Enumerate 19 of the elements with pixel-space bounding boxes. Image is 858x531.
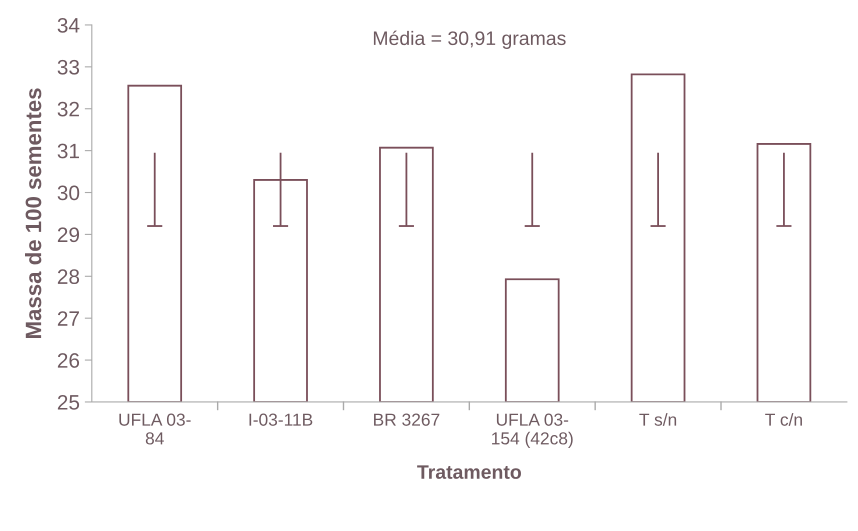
y-tick-label: 29	[58, 227, 80, 242]
y-tick-label: 28	[58, 269, 80, 284]
y-tick-label: 32	[58, 102, 79, 116]
x-tick-label: BR 3267	[374, 414, 440, 426]
annotation: Média = 30,91 gramas	[374, 30, 566, 49]
x-axis-title: Tratamento	[417, 465, 521, 479]
y-tick-label: 33	[58, 60, 80, 75]
y-tick-label: 34	[58, 18, 80, 33]
y-tick-label: 31	[58, 144, 79, 158]
y-tick-label: 25	[58, 394, 80, 410]
y-axis-title: Massa de 100 sementes	[25, 88, 42, 338]
x-tick-label: T c/n	[765, 413, 802, 426]
y-tick-label: 26	[58, 353, 80, 368]
x-tick-label: I-03-11B	[250, 414, 312, 426]
y-tick-label: 30	[58, 186, 80, 200]
y-tick-label: 27	[58, 311, 79, 326]
x-tick-label: UFLA 03- 154 (42c8)	[492, 414, 573, 448]
x-tick-label: UFLA 03- 84	[119, 414, 191, 445]
x-tick-label: T s/n	[639, 413, 676, 426]
